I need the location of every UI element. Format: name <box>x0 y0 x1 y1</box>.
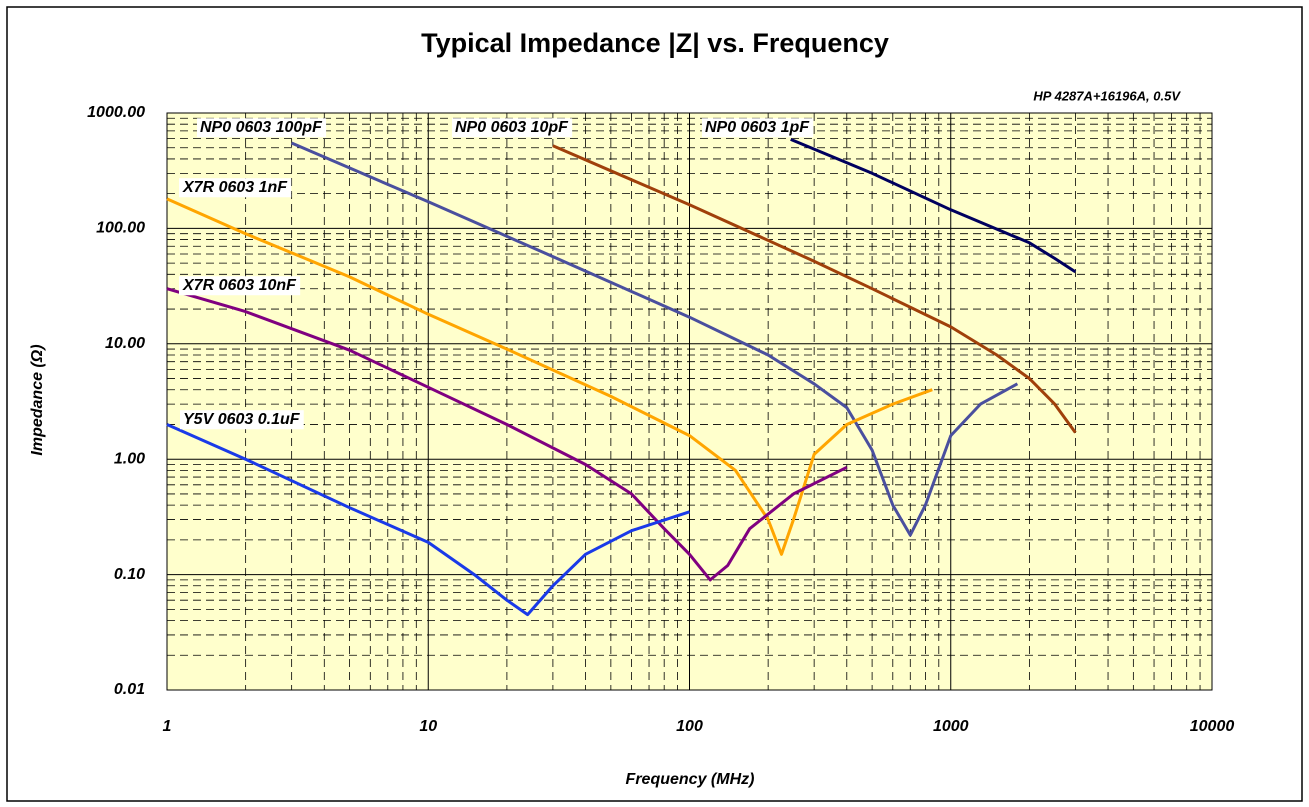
series-line <box>166 423 690 617</box>
series-label-bg <box>180 410 304 430</box>
series-line <box>790 138 1077 274</box>
y-tick-label: 1000.00 <box>87 104 145 121</box>
y-tick-label: 1.00 <box>114 450 145 467</box>
x-axis-label: Frequency (MHz) <box>626 771 755 788</box>
x-tick-label: 10 <box>419 718 437 735</box>
series-label: X7R 0603 10nF <box>182 277 297 294</box>
series-label-bg <box>452 118 573 138</box>
y-tick-label: 100.00 <box>96 220 145 237</box>
series-line <box>552 144 1077 434</box>
series-label: NP0 0603 10pF <box>455 119 569 136</box>
series-label: NP0 0603 1pF <box>705 119 810 136</box>
series-label: Y5V 0603 0.1uF <box>183 411 301 428</box>
y-tick-label: 10.00 <box>105 335 145 352</box>
series-label-bg <box>179 276 301 296</box>
y-tick-label: 0.01 <box>114 681 145 698</box>
x-tick-label: 10000 <box>1190 718 1235 735</box>
annotation: HP 4287A+16196A, 0.5V <box>1033 88 1181 103</box>
series-label: X7R 0603 1nF <box>182 179 288 196</box>
x-tick-label: 1000 <box>933 718 969 735</box>
x-tick-label: 1 <box>163 718 172 735</box>
y-tick-label: 0.10 <box>114 566 145 583</box>
series-label: NP0 0603 100pF <box>200 119 323 136</box>
series-line <box>166 197 933 556</box>
x-tick-label: 100 <box>676 718 703 735</box>
chart-title: Typical Impedance |Z| vs. Frequency <box>421 28 889 58</box>
series-line <box>291 141 1019 537</box>
series-label-bg <box>179 178 292 198</box>
series-line <box>166 287 848 582</box>
series-label-bg <box>197 118 327 138</box>
series-label-bg <box>702 118 814 138</box>
y-axis-label: Impedance (Ω) <box>29 344 46 455</box>
